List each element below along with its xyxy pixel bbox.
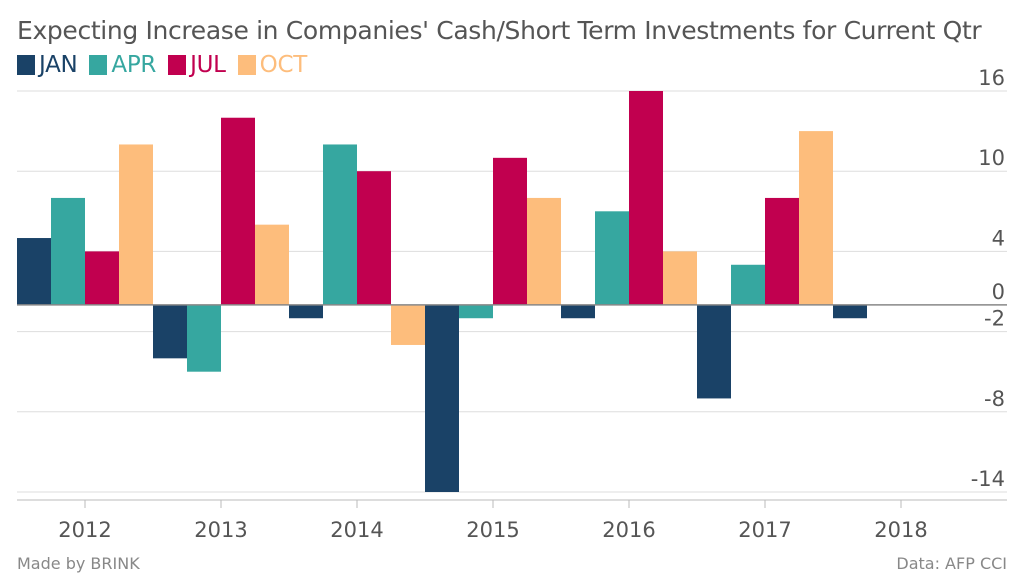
y-tick-label: 4: [992, 226, 1005, 250]
bar-jul: [629, 91, 663, 305]
bar-jan: [289, 304, 323, 319]
x-tick-label: 2016: [602, 518, 655, 542]
bar-apr: [595, 211, 629, 305]
bar-apr: [187, 304, 221, 372]
bar-oct: [663, 251, 697, 305]
x-tick-label: 2017: [738, 518, 791, 542]
bar-oct: [255, 224, 289, 305]
bar-apr: [731, 264, 765, 305]
bar-apr: [323, 144, 357, 305]
legend-swatch-oct: [237, 55, 256, 75]
legend-swatch-jul: [168, 55, 187, 75]
bar-oct: [119, 144, 153, 305]
x-tick-label: 2013: [194, 518, 247, 542]
bar-oct: [799, 131, 833, 305]
bar-oct: [391, 304, 425, 345]
data-source-text: Data: AFP CCI: [896, 554, 1007, 573]
x-tick-label: 2012: [58, 518, 111, 542]
chart-title: Expecting Increase in Companies' Cash/Sh…: [17, 16, 982, 45]
legend-item-oct: OCT: [237, 52, 308, 78]
y-tick-label: -2: [984, 307, 1005, 331]
y-tick-label: -8: [984, 387, 1005, 411]
bar-jan: [697, 304, 731, 399]
bar-jul: [85, 251, 119, 305]
legend-label-apr: APR: [111, 52, 157, 78]
legend-item-jul: JUL: [168, 52, 226, 78]
legend-swatch-jan: [17, 55, 35, 75]
legend-item-apr: APR: [89, 52, 156, 78]
chart-legend: JAN APR JUL OCT: [17, 52, 319, 78]
legend-swatch-apr: [89, 55, 108, 75]
x-tick-label: 2014: [330, 518, 383, 542]
bar-oct: [527, 197, 561, 305]
y-tick-label: 16: [978, 66, 1005, 90]
x-tick-label: 2018: [874, 518, 927, 542]
legend-label-oct: OCT: [259, 52, 308, 78]
legend-item-jan: JAN: [17, 52, 78, 78]
bar-apr: [51, 197, 85, 305]
x-tick-label: 2015: [466, 518, 519, 542]
bar-jan: [425, 304, 459, 492]
credit-text: Made by BRINK: [17, 554, 140, 573]
bar-jul: [357, 171, 391, 305]
bar-jan: [833, 304, 867, 319]
bar-jul: [765, 197, 799, 305]
bar-jan: [561, 304, 595, 319]
y-tick-label: -14: [971, 467, 1005, 491]
bar-jul: [493, 157, 527, 305]
y-tick-label: 0: [992, 280, 1005, 304]
bar-jan: [153, 304, 187, 359]
legend-label-jan: JAN: [39, 52, 78, 78]
bar-jan: [17, 238, 51, 305]
legend-label-jul: JUL: [190, 52, 226, 78]
y-tick-label: 10: [978, 146, 1005, 170]
bar-apr: [459, 304, 493, 319]
bar-jul: [221, 117, 255, 305]
